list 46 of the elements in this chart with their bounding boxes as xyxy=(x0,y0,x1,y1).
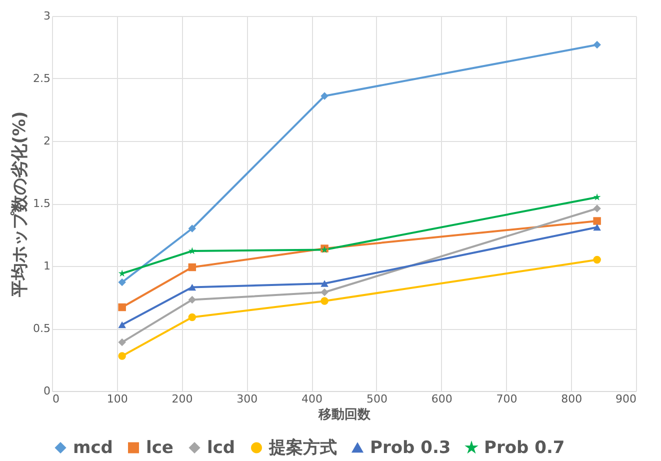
y-axis-title: 平均ホップ数の劣化(%) xyxy=(10,111,30,298)
point xyxy=(593,40,601,49)
point xyxy=(188,247,196,254)
point xyxy=(320,280,328,287)
point xyxy=(118,278,126,286)
point xyxy=(118,303,126,312)
legend-label: Prob 0.3 xyxy=(370,438,451,458)
legend-label: 提案方式 xyxy=(268,436,337,458)
legend-label: mcd xyxy=(73,438,113,458)
x-tick-label: 600 xyxy=(431,392,452,406)
point xyxy=(593,224,601,231)
point xyxy=(593,204,601,212)
x-tick-label: 400 xyxy=(302,392,323,406)
x-tick-label: 700 xyxy=(496,392,518,406)
point xyxy=(593,217,601,225)
x-tick-label: 200 xyxy=(172,392,193,406)
x-tick-label: 900 xyxy=(616,392,636,406)
y-tick-label: 2.5 xyxy=(33,72,50,85)
x-tick-label: 100 xyxy=(106,392,128,406)
point xyxy=(118,338,126,346)
point xyxy=(593,256,601,264)
y-tick-label: 1 xyxy=(44,260,50,272)
point xyxy=(188,296,196,304)
y-tick-label: 0.5 xyxy=(33,322,50,335)
y-tick-label: 1.5 xyxy=(33,197,50,210)
point xyxy=(118,352,126,360)
point xyxy=(593,193,601,200)
point xyxy=(188,263,196,272)
point xyxy=(320,92,328,100)
y-tick-label: 0 xyxy=(44,384,50,398)
point xyxy=(320,288,328,296)
x-tick-label: 300 xyxy=(236,392,258,406)
x-tick-label: 500 xyxy=(366,392,388,406)
point xyxy=(188,313,196,322)
point xyxy=(320,297,328,305)
point xyxy=(118,321,126,328)
legend-label: Prob 0.7 xyxy=(484,438,565,458)
point xyxy=(188,284,196,291)
legend-label: lce xyxy=(146,438,174,458)
point xyxy=(188,224,196,232)
legend-label: lcd xyxy=(207,438,236,458)
x-tick-label: 800 xyxy=(561,392,582,406)
y-tick-label: 3 xyxy=(44,10,50,22)
x-axis-title: 移動回数 xyxy=(318,408,372,422)
x-tick-label: 0 xyxy=(52,392,60,406)
y-tick-label: 2 xyxy=(44,134,50,148)
